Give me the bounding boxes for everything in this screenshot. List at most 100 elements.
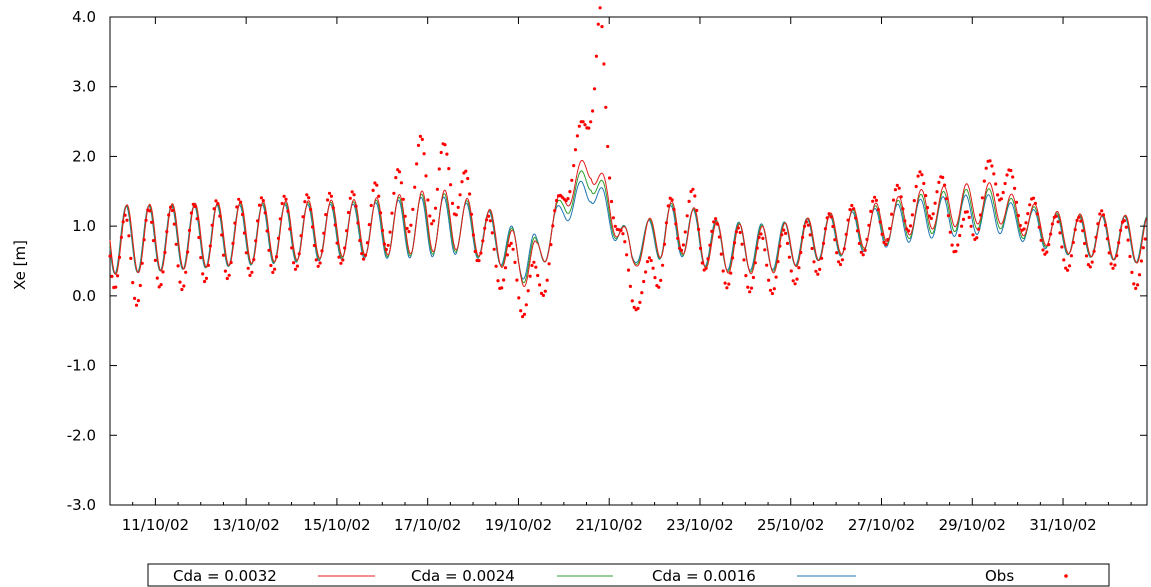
obs-point xyxy=(1115,254,1119,258)
obs-point xyxy=(500,286,504,290)
obs-point xyxy=(407,230,411,234)
obs-point xyxy=(632,305,636,309)
obs-point xyxy=(507,244,511,248)
obs-point xyxy=(804,220,809,224)
obs-point xyxy=(1024,221,1028,225)
obs-point xyxy=(1094,235,1098,239)
obs-point xyxy=(150,220,154,224)
obs-point xyxy=(324,213,328,217)
obs-point xyxy=(117,255,122,259)
obs-point xyxy=(659,278,663,282)
obs-point xyxy=(335,241,339,245)
obs-point xyxy=(1090,260,1094,264)
obs-point xyxy=(380,228,385,233)
obs-point xyxy=(982,179,986,183)
obs-point xyxy=(1117,241,1121,245)
obs-point xyxy=(751,275,756,280)
obs-point xyxy=(568,190,572,194)
obs-point xyxy=(789,269,793,273)
obs-point xyxy=(651,266,655,270)
obs-point xyxy=(422,152,426,156)
obs-point xyxy=(265,229,269,233)
obs-point xyxy=(286,209,290,213)
obs-point xyxy=(689,189,693,194)
obs-point xyxy=(1101,213,1106,217)
obs-point xyxy=(517,296,521,300)
obs-point xyxy=(774,275,778,279)
obs-point xyxy=(649,258,653,263)
obs-point xyxy=(780,233,784,237)
obs-point xyxy=(749,286,754,290)
obs-point xyxy=(719,252,723,256)
obs-point xyxy=(530,263,534,268)
obs-point xyxy=(119,235,123,239)
obs-point xyxy=(882,240,886,244)
obs-point xyxy=(1043,252,1047,256)
obs-point xyxy=(392,191,396,195)
obs-point xyxy=(242,231,246,235)
legend-label: Obs xyxy=(985,567,1014,585)
obs-point xyxy=(793,282,797,286)
obs-point xyxy=(575,134,580,138)
obs-point xyxy=(838,262,843,267)
obs-point xyxy=(776,260,780,264)
obs-point xyxy=(261,199,265,203)
obs-point xyxy=(846,218,850,222)
obs-point xyxy=(814,269,818,273)
obs-point xyxy=(216,202,220,206)
obs-point xyxy=(515,278,519,282)
obs-point xyxy=(854,216,858,220)
obs-point xyxy=(235,205,239,209)
obs-point xyxy=(954,249,958,253)
obs-point xyxy=(443,143,447,147)
obs-point xyxy=(267,248,271,252)
obs-point xyxy=(539,291,544,295)
obs-point xyxy=(212,207,216,211)
obs-point xyxy=(1111,266,1115,270)
obs-point xyxy=(818,267,822,271)
legend-swatch-point xyxy=(1064,574,1068,578)
obs-point xyxy=(479,251,483,255)
obs-point xyxy=(513,260,517,264)
obs-point xyxy=(316,264,320,268)
obs-point xyxy=(765,263,769,267)
obs-point xyxy=(861,253,865,257)
obs-point xyxy=(426,198,430,202)
obs-point xyxy=(977,227,981,231)
obs-point xyxy=(638,300,642,304)
obs-point xyxy=(246,266,250,270)
obs-point xyxy=(988,159,992,163)
obs-point xyxy=(914,184,918,189)
obs-point xyxy=(772,287,776,291)
obs-point xyxy=(140,261,144,265)
obs-point xyxy=(1069,254,1073,258)
x-tick-label: 21/10/02 xyxy=(576,516,643,534)
obs-point xyxy=(636,306,640,310)
obs-point xyxy=(1103,223,1107,227)
obs-point xyxy=(732,241,737,245)
obs-point xyxy=(850,203,854,208)
obs-point xyxy=(748,290,752,294)
obs-point xyxy=(295,264,299,268)
obs-point xyxy=(129,256,133,260)
obs-point xyxy=(931,212,935,216)
obs-point xyxy=(1124,225,1128,229)
obs-point xyxy=(214,199,218,203)
obs-point xyxy=(424,174,428,178)
obs-point xyxy=(159,283,163,287)
obs-point xyxy=(971,233,975,237)
obs-point xyxy=(950,243,954,247)
obs-point xyxy=(221,253,226,257)
obs-point xyxy=(363,253,368,257)
obs-point xyxy=(908,224,913,228)
obs-point xyxy=(600,25,604,29)
obs-point xyxy=(420,137,424,141)
obs-point xyxy=(142,238,146,242)
obs-point xyxy=(782,228,786,232)
obs-point xyxy=(390,211,394,215)
obs-point xyxy=(307,196,311,200)
obs-point xyxy=(110,274,114,278)
obs-point xyxy=(1031,196,1036,200)
obs-point xyxy=(761,236,765,240)
obs-point xyxy=(996,193,1000,197)
